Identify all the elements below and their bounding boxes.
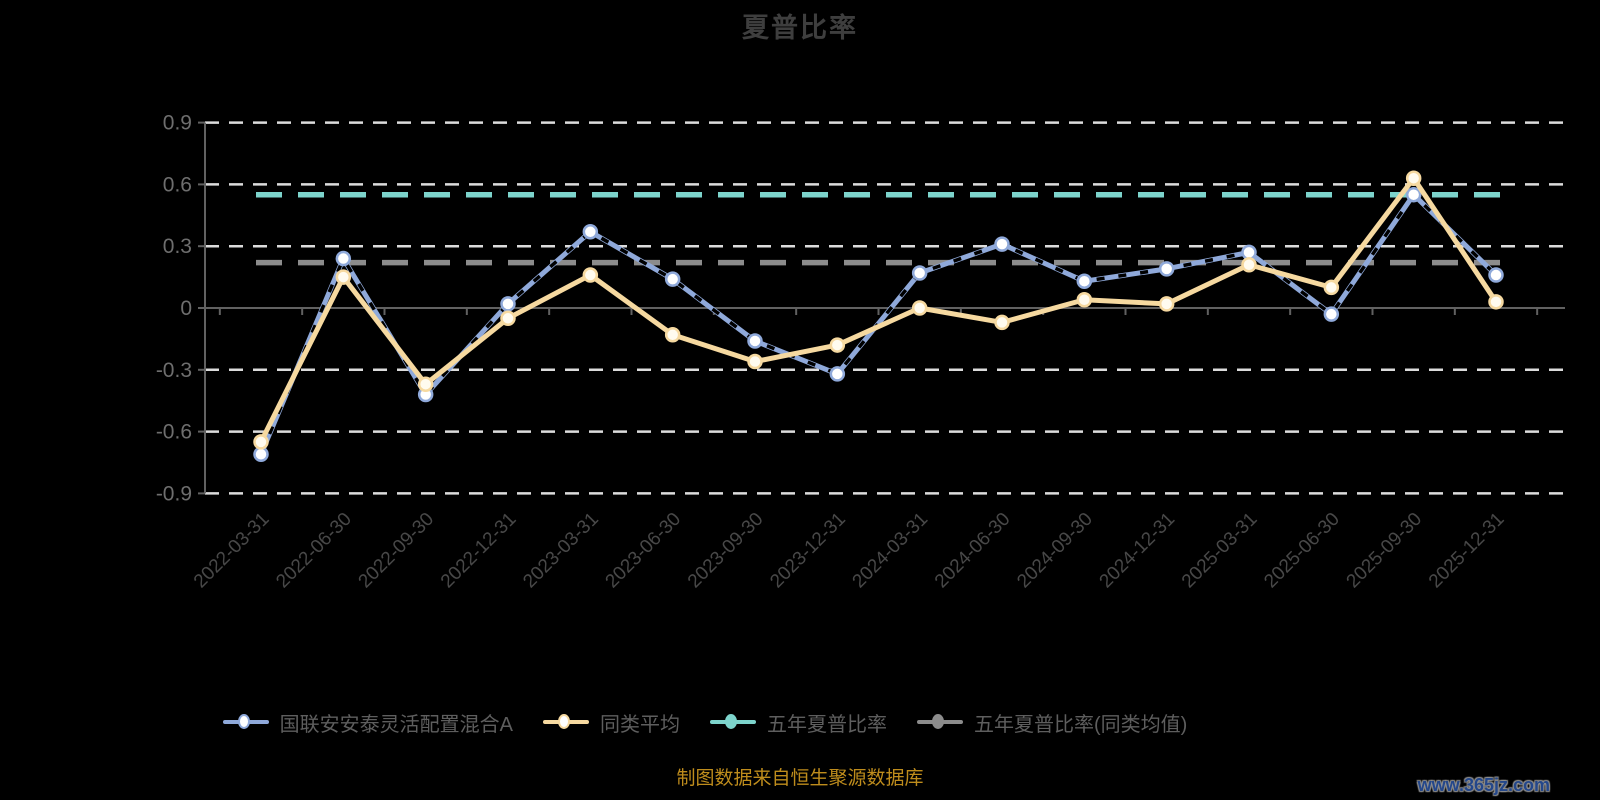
x-axis-label: 2022-12-31 <box>437 509 521 593</box>
series-marker[interactable] <box>829 337 846 353</box>
series-marker[interactable] <box>911 265 928 281</box>
y-axis-label: 0 <box>180 297 192 320</box>
page-title: 夏普比率 <box>742 13 858 43</box>
legend-label: 同类平均 <box>600 713 680 736</box>
series-marker[interactable] <box>1488 294 1504 310</box>
series-marker[interactable] <box>500 310 516 327</box>
series-line[interactable] <box>258 175 1499 445</box>
series-marker[interactable] <box>747 353 763 370</box>
watermark-link[interactable]: www.365jz.com <box>1417 775 1550 795</box>
x-axis-label: 2024-09-30 <box>1013 509 1097 593</box>
series-marker[interactable] <box>1323 279 1340 296</box>
series-marker[interactable] <box>664 327 681 343</box>
x-axis-label: 2024-06-30 <box>931 509 1015 593</box>
x-axis-label: 2023-09-30 <box>684 509 768 593</box>
legend-label: 五年夏普比率(同类均值) <box>974 713 1188 736</box>
legend-marker-icon <box>710 714 756 730</box>
x-axis-label: 2022-06-30 <box>272 509 356 593</box>
legend-marker-icon <box>917 714 963 730</box>
x-axis-label: 2022-09-30 <box>355 509 439 593</box>
series-marker[interactable] <box>1241 256 1257 273</box>
series-marker[interactable] <box>253 446 269 463</box>
legend-label: 五年夏普比率 <box>767 713 887 736</box>
legend: 国联安安泰灵活配置混合A 同类平均 五年夏普比率 五年夏普比率(同类均值) <box>0 703 1505 741</box>
x-axis-label: 2025-06-30 <box>1260 509 1344 593</box>
series-marker[interactable] <box>829 366 846 382</box>
y-axis-label: 0.9 <box>163 112 192 135</box>
series-marker[interactable] <box>335 269 352 285</box>
series-marker[interactable] <box>1241 244 1257 261</box>
x-axis-label: 2025-12-31 <box>1425 509 1509 593</box>
series-marker[interactable] <box>1323 306 1340 322</box>
x-axis-label: 2024-03-31 <box>849 509 933 593</box>
legend-item[interactable]: 五年夏普比率(同类均值) <box>917 708 1187 737</box>
series-marker[interactable] <box>1405 186 1422 203</box>
y-axis-label: -0.3 <box>156 359 192 382</box>
series-marker[interactable] <box>335 250 352 267</box>
x-axis-label: 2024-12-31 <box>1096 509 1180 593</box>
legend-marker-icon <box>222 714 269 730</box>
series-marker[interactable] <box>1076 292 1093 308</box>
series-marker[interactable] <box>994 236 1010 252</box>
series-marker[interactable] <box>253 434 269 450</box>
x-axis-label: 2023-06-30 <box>602 509 686 593</box>
series-marker[interactable] <box>582 224 599 240</box>
series-marker[interactable] <box>747 333 763 349</box>
x-axis-label: 2023-03-31 <box>519 509 603 593</box>
series-marker[interactable] <box>1405 170 1422 186</box>
series-marker[interactable] <box>582 267 599 283</box>
data-source-note: 制图数据来自恒生聚源数据库 <box>676 768 924 789</box>
series-marker[interactable] <box>994 314 1010 331</box>
legend-item[interactable]: 国联安安泰灵活配置混合A <box>222 708 513 737</box>
y-axis-label: -0.9 <box>156 482 192 505</box>
y-axis-label: 0.6 <box>163 173 192 196</box>
legend-item[interactable]: 同类平均 <box>543 708 680 737</box>
legend-item[interactable]: 五年夏普比率 <box>710 708 887 737</box>
x-axis-label: 2025-03-31 <box>1178 509 1262 593</box>
series-marker[interactable] <box>500 296 516 312</box>
series-marker[interactable] <box>1158 296 1175 312</box>
sharpe-ratio-line-chart[interactable]: 0.9 0.6 0.3 0 -0.3 -0.6 -0.9 2022-03-312022-06-… <box>0 0 1600 660</box>
series-marker[interactable] <box>664 271 681 287</box>
series-marker[interactable] <box>1158 261 1175 277</box>
legend-marker-icon <box>543 714 589 730</box>
y-axis-label: -0.6 <box>156 421 192 444</box>
y-axis-label: 0.3 <box>163 235 192 258</box>
series-marker[interactable] <box>911 300 928 316</box>
legend-label: 国联安安泰灵活配置混合A <box>279 713 513 736</box>
series-marker[interactable] <box>1488 267 1504 283</box>
series-marker[interactable] <box>417 376 434 392</box>
x-axis-label: 2023-12-31 <box>766 509 850 593</box>
series-marker[interactable] <box>1076 273 1093 289</box>
x-axis-label: 2025-09-30 <box>1343 509 1427 593</box>
x-axis-label: 2022-03-31 <box>190 509 274 593</box>
